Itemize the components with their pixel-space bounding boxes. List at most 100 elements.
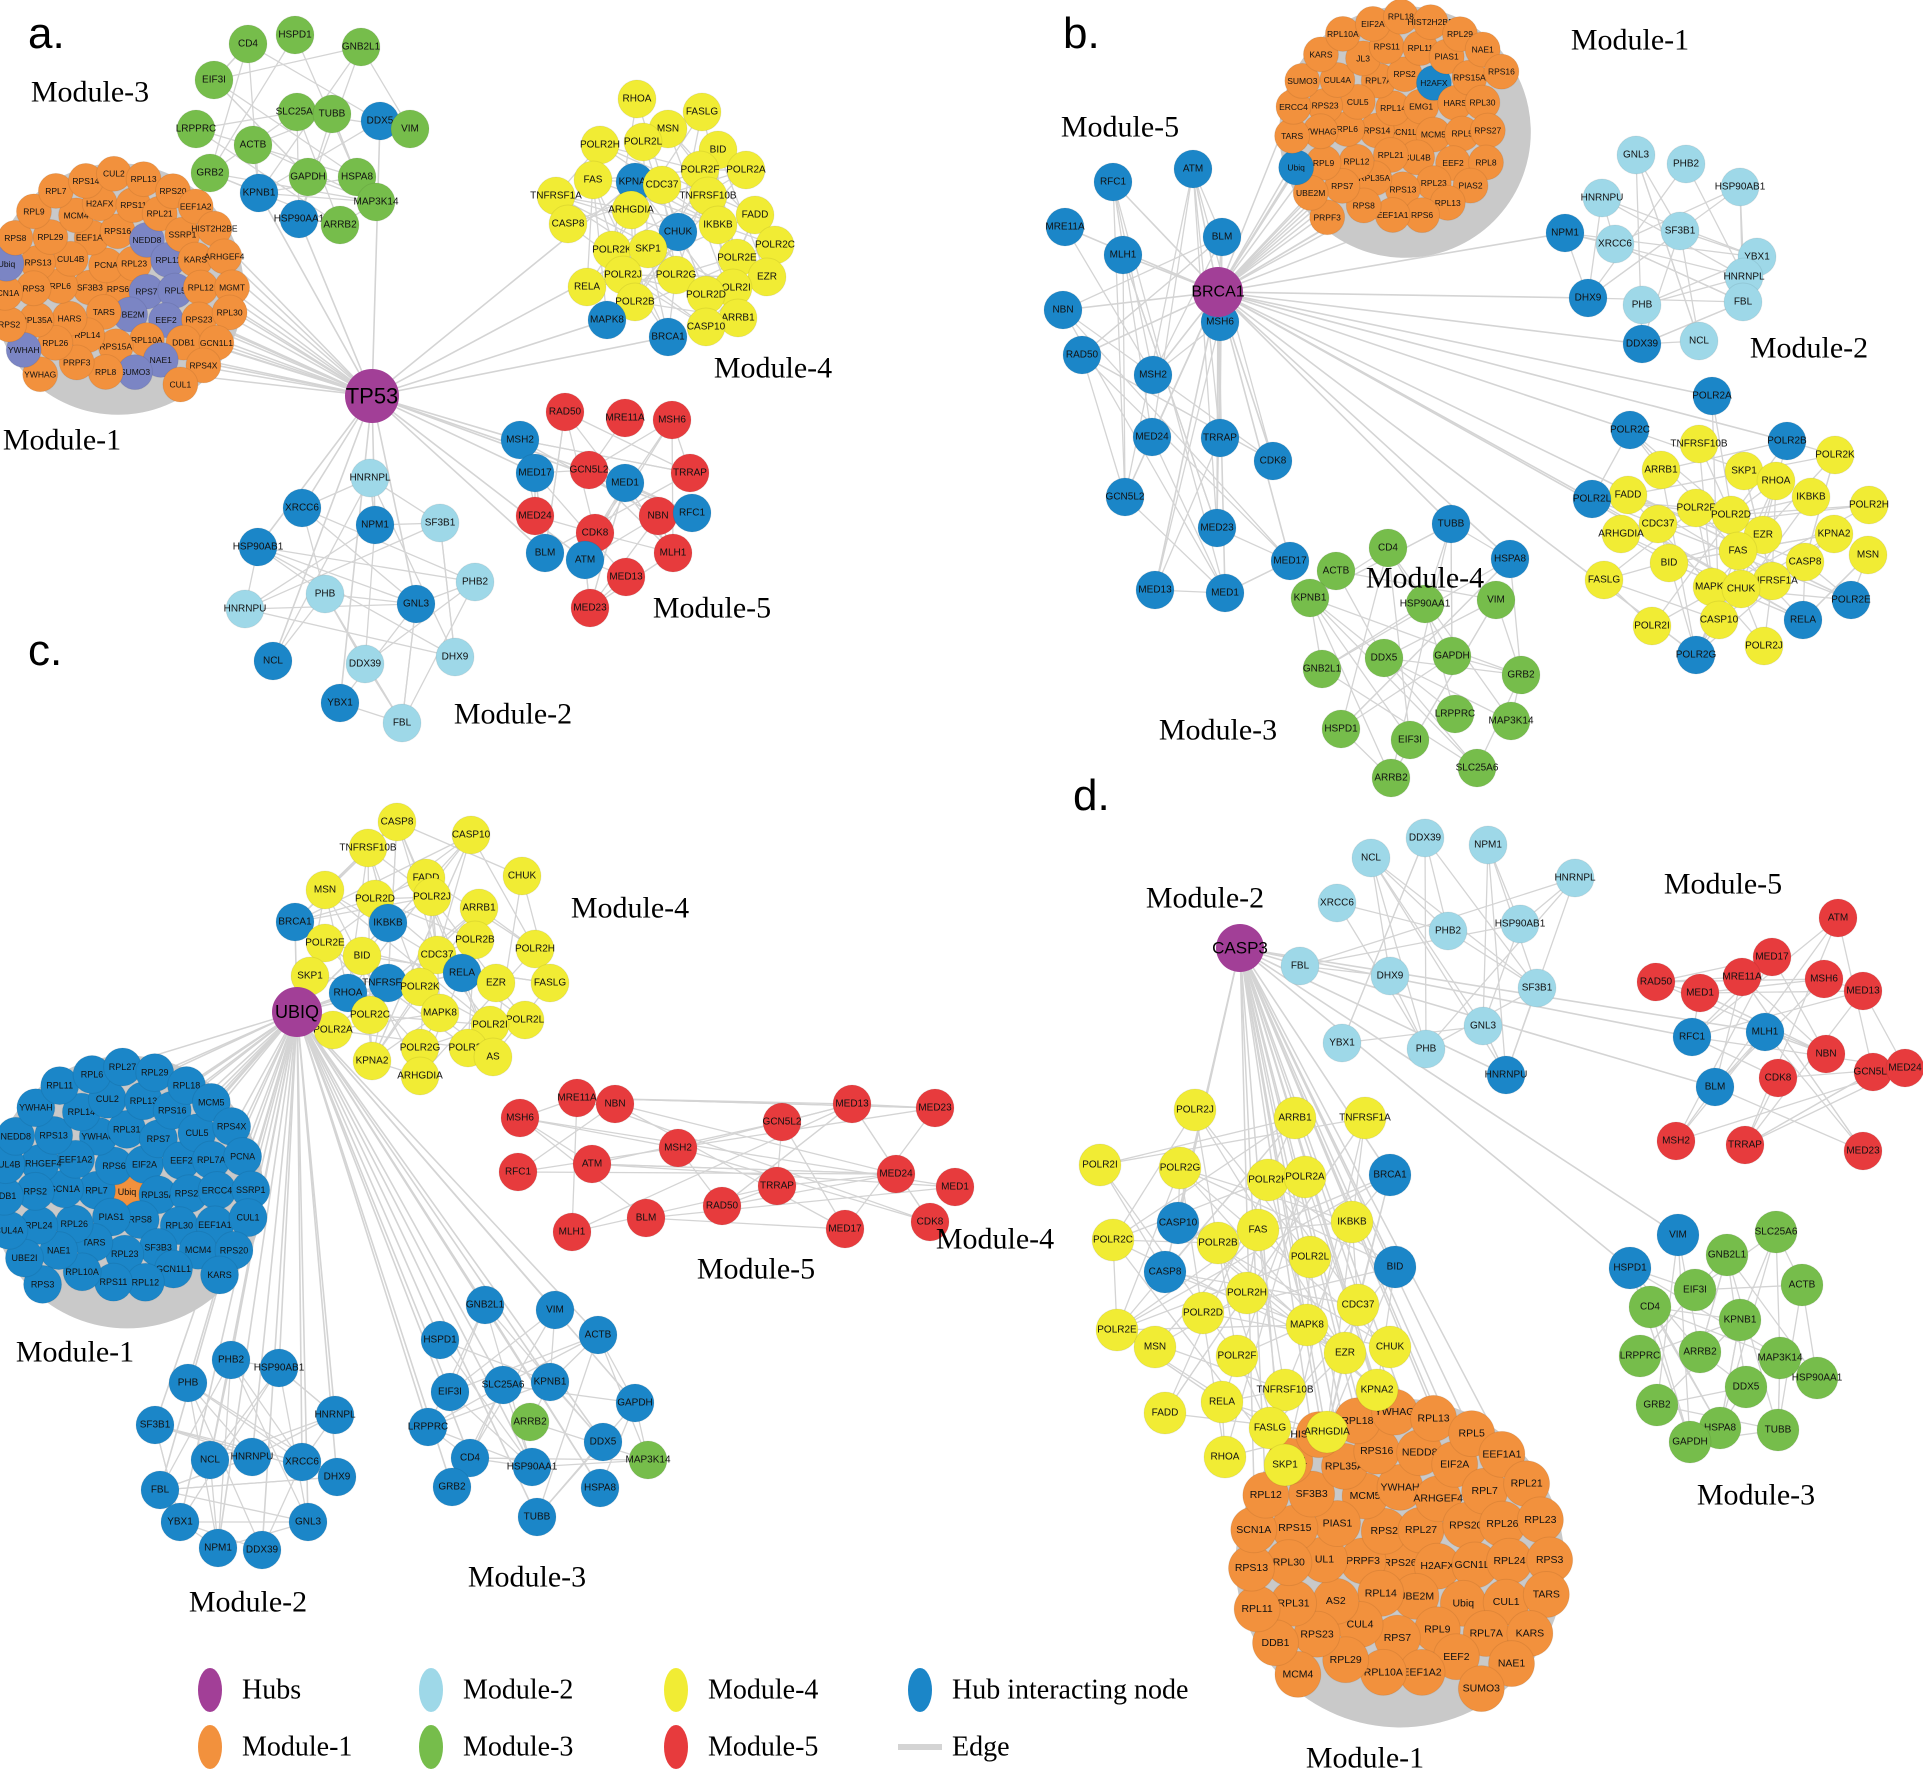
node-FBL: FBL <box>1723 282 1763 322</box>
node-circle <box>1225 1271 1269 1315</box>
node-label: POLR2D <box>1183 1308 1223 1319</box>
hub-circle <box>272 987 322 1037</box>
edge <box>1387 547 1411 741</box>
node-label: RPL11 <box>155 255 181 265</box>
node-circle <box>1302 649 1342 689</box>
node-label: YWHAG <box>24 369 56 379</box>
node-label: RPL35A <box>1358 173 1390 183</box>
node-label: RPL13 <box>131 174 157 184</box>
node-label: TRRAP <box>760 1181 794 1192</box>
edge <box>576 1097 931 1223</box>
node-label: ARRB2 <box>1683 1347 1717 1358</box>
edge <box>257 395 373 548</box>
node-circle <box>1695 1067 1735 1107</box>
node-circle <box>1045 207 1085 247</box>
node-circle <box>382 703 422 743</box>
node-TNFRSF10B: TNFRSF10B <box>339 828 397 868</box>
node-label: YBX1 <box>1744 252 1770 263</box>
node-RPL30: RPL30 <box>1265 1539 1313 1587</box>
node-label: FBL <box>151 1485 170 1496</box>
module-label: Module-3 <box>468 1561 586 1594</box>
node-label: GAPDH <box>290 172 326 183</box>
edge <box>1741 976 1864 1152</box>
node-label: RPL13 <box>1418 1412 1450 1424</box>
module-label: Module-1 <box>16 1336 134 1369</box>
node-label: POLR2G <box>1160 1163 1201 1174</box>
node-label: IKBKB <box>703 220 733 231</box>
edge <box>1656 1234 1679 1406</box>
node-BID: BID <box>342 936 382 976</box>
node-RAD50: RAD50 <box>702 1186 742 1226</box>
edge <box>1154 437 1221 591</box>
node-label: EEF1A1 <box>1482 1448 1521 1460</box>
node-circle <box>1405 584 1445 624</box>
panel-letter: c. <box>28 626 62 675</box>
node-label: POLR2F <box>681 165 720 176</box>
edge <box>1326 1117 1366 1433</box>
edge <box>1081 354 1126 498</box>
node-RELA: RELA <box>1200 1380 1244 1424</box>
node-POLR2A: POLR2A <box>726 150 766 190</box>
node-label: LRPPRC <box>1620 1351 1661 1362</box>
node-label: MED17 <box>1755 952 1789 963</box>
node-circle <box>1679 424 1719 464</box>
edge <box>1603 507 1697 581</box>
node-label: RPL26 <box>42 338 68 348</box>
node-circle <box>1780 1263 1824 1307</box>
hub-BRCA1: BRCA1 <box>1191 267 1245 317</box>
node-RPL13: RPL13 <box>1410 1394 1458 1442</box>
hub-label: BRCA1 <box>1191 284 1244 301</box>
node-label: EEF2 <box>170 1156 193 1166</box>
node-ARRB1: ARRB1 <box>459 888 499 928</box>
node-label: MED1 <box>611 478 639 489</box>
node-LRPPRC: LRPPRC <box>176 109 216 149</box>
node-label: MCM5 <box>1421 130 1446 140</box>
node-circle <box>305 923 345 963</box>
node-RHOA: RHOA <box>1203 1435 1247 1479</box>
node-label: RPS4X <box>217 1122 247 1132</box>
legend-item-edge: Edge <box>898 1732 1010 1763</box>
node-circle <box>239 173 279 213</box>
node-label: RPL21 <box>147 209 173 219</box>
node-label: POLR2J <box>1745 641 1783 652</box>
node-circle <box>1638 504 1678 544</box>
node-label: SLC25A6 <box>1456 763 1499 774</box>
node-FAS: FAS <box>1718 531 1758 571</box>
node-label: FBL <box>393 718 412 729</box>
edge <box>1775 1231 1781 1359</box>
node-label: PHB2 <box>462 577 489 588</box>
edge <box>519 1117 679 1149</box>
node-POLR2D: POLR2D <box>686 275 726 315</box>
node-label: RPS8 <box>1353 200 1375 210</box>
module-label: Module-1 <box>3 424 121 457</box>
node-label: EIF2A <box>132 1159 157 1169</box>
node-label: RPS20 <box>220 1245 249 1255</box>
node-circle <box>1371 758 1411 798</box>
node-TUBB: TUBB <box>312 94 352 134</box>
node-label: ARRB1 <box>1278 1113 1312 1124</box>
node-label: GCN1L1 <box>1455 1559 1496 1571</box>
node-KARS: KARS <box>200 1255 240 1295</box>
node-label: RPS15A <box>100 341 133 351</box>
node-BID: BID <box>1373 1245 1417 1289</box>
node-MSH2: MSH2 <box>1133 355 1173 395</box>
node-label: BRCA1 <box>1373 1170 1407 1181</box>
node-MED23: MED23 <box>570 588 610 628</box>
node-circle <box>1699 600 1739 640</box>
node-label: EEF2 <box>1442 158 1464 168</box>
node-label: RPL8 <box>1475 157 1497 167</box>
edge <box>645 1217 846 1230</box>
node-label: CUL4B <box>1403 152 1431 162</box>
node-label: RAD50 <box>549 407 582 418</box>
node-label: POLR2C <box>350 1010 390 1021</box>
node-POLR2C: POLR2C <box>755 225 795 265</box>
node-circle <box>1091 1218 1135 1262</box>
node-RPL23: RPL23 <box>1516 1496 1564 1544</box>
node-label: MGMT <box>219 282 245 292</box>
node-label: RPS23 <box>1300 1628 1333 1640</box>
node-label: MSH6 <box>506 1113 534 1124</box>
node-label: TARS <box>1533 1588 1560 1600</box>
edge <box>213 79 358 178</box>
